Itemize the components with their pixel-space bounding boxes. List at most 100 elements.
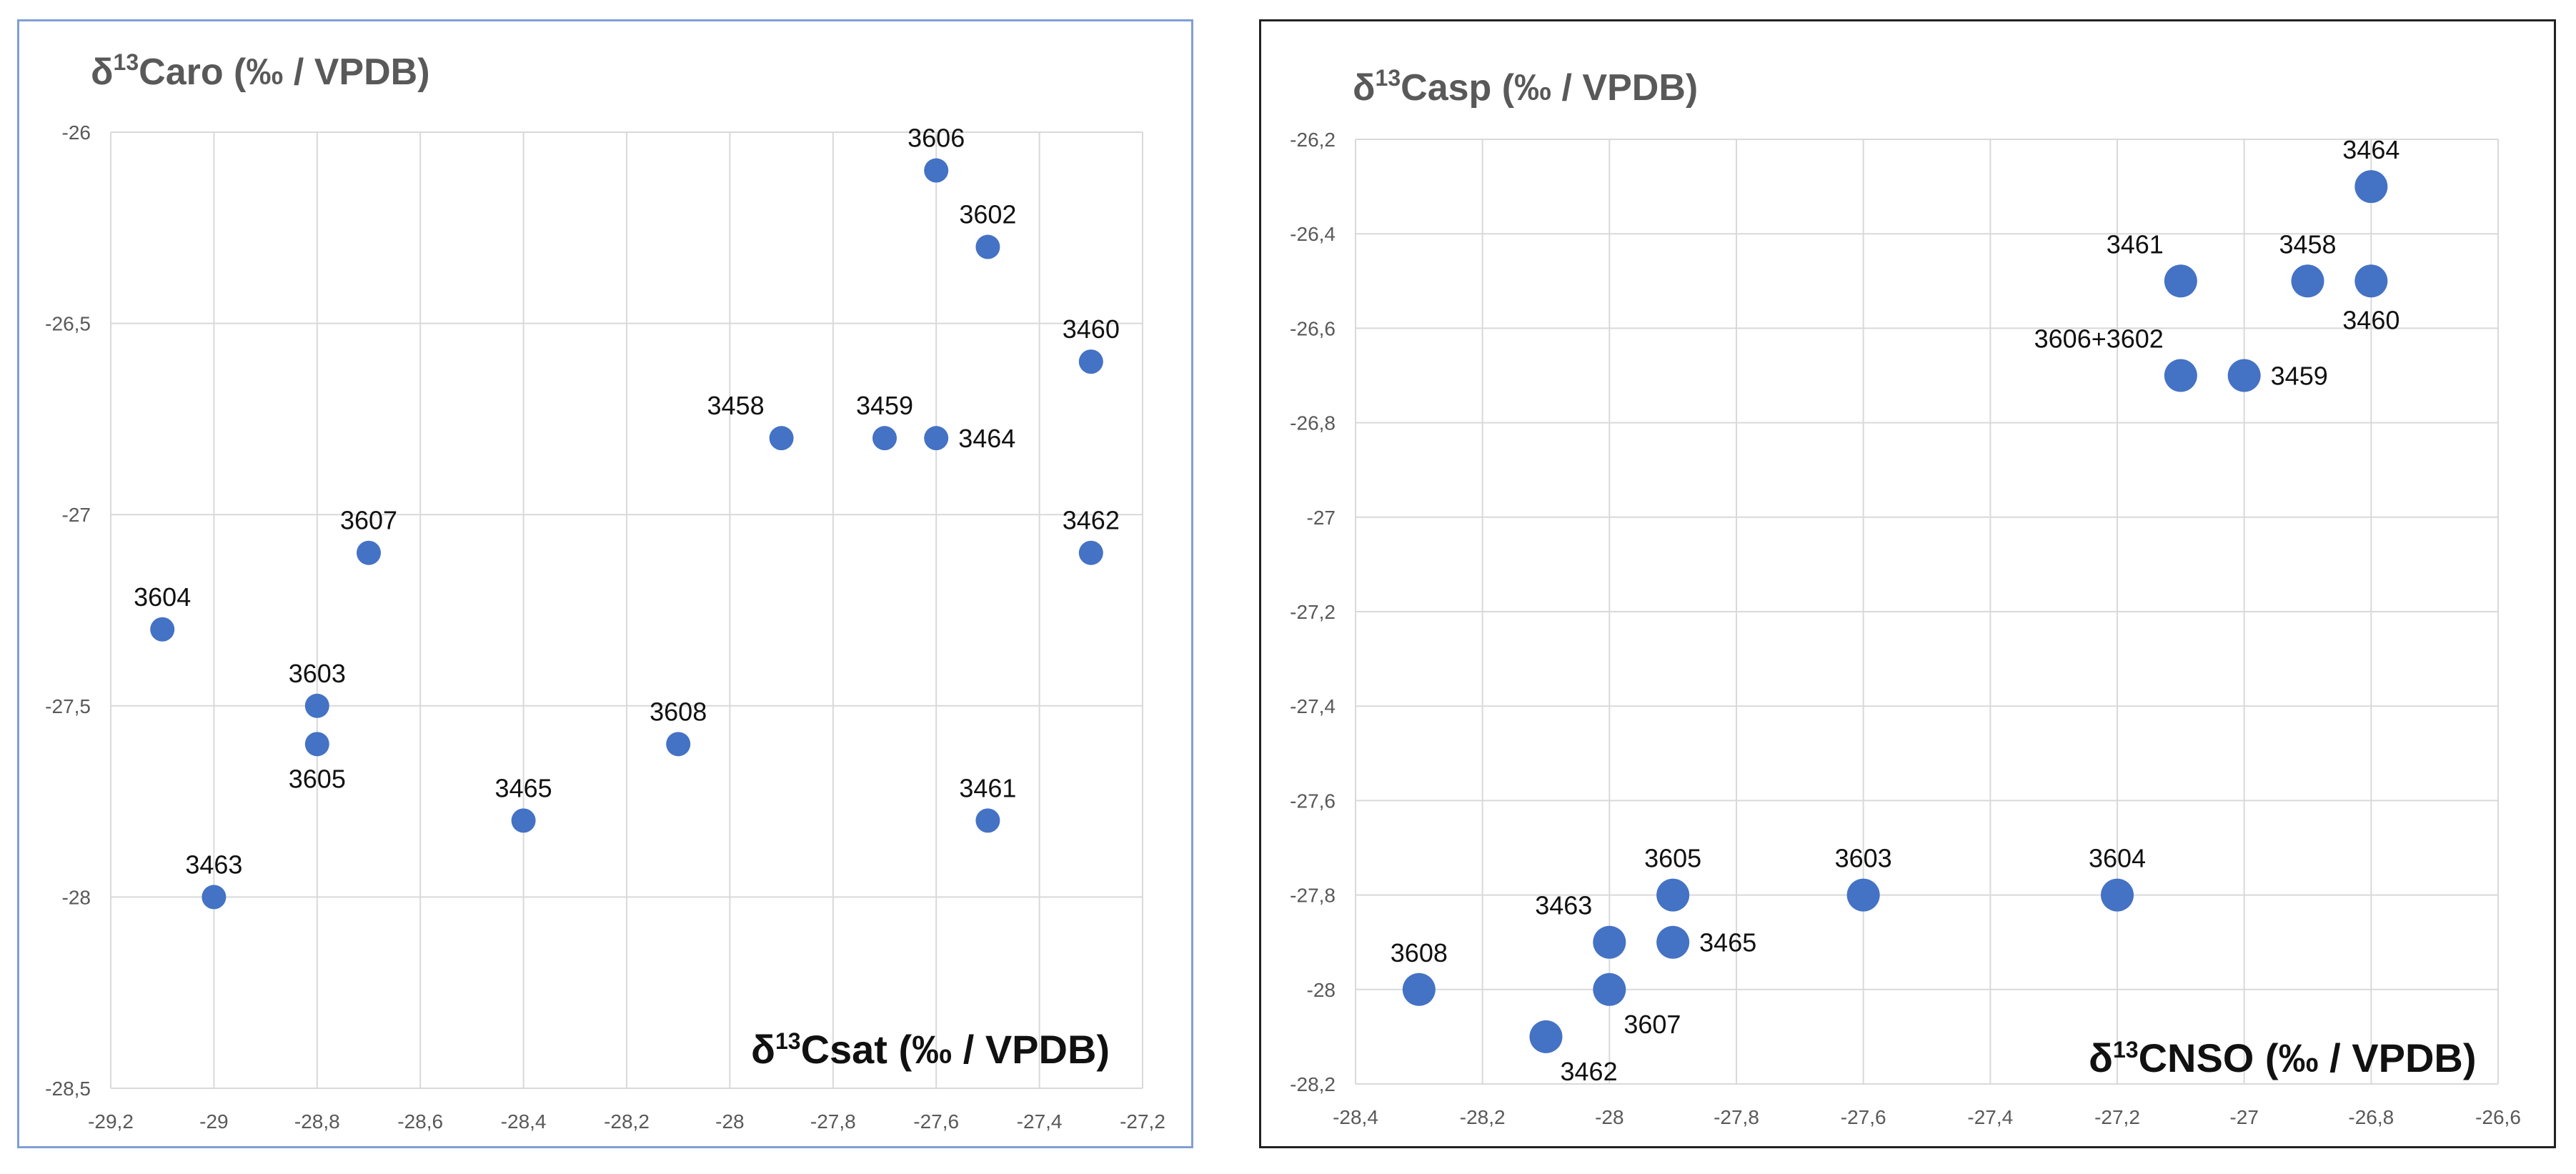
data-point bbox=[304, 693, 329, 718]
data-label: 3464 bbox=[2342, 135, 2400, 164]
data-label: 3604 bbox=[134, 582, 191, 612]
data-label: 3606 bbox=[907, 124, 965, 153]
y-tick-label: -26,8 bbox=[1290, 412, 1336, 434]
data-point bbox=[2291, 264, 2324, 298]
data-point bbox=[1078, 349, 1103, 374]
x-tick-label: -26,8 bbox=[2348, 1106, 2394, 1128]
data-point bbox=[2164, 264, 2197, 298]
x-tick-label: -28 bbox=[715, 1110, 744, 1133]
chart-panel-caro-vs-csat: -29,2 -29 -28,8 -28,6 -28,4 -28,2 -28 -27,8 -27,… bbox=[17, 19, 1193, 1148]
x-tick-label: -28,2 bbox=[604, 1110, 650, 1133]
data-point bbox=[924, 426, 949, 451]
data-label: 3605 bbox=[289, 764, 346, 793]
x-tick-label: -28,8 bbox=[294, 1110, 340, 1133]
data-label: 3608 bbox=[1391, 938, 1448, 967]
y-axis-title: δ13Caro (‰ / VPDB) bbox=[91, 49, 430, 93]
y-tick-label: -28 bbox=[62, 886, 91, 908]
y-tick-label: -27 bbox=[1307, 507, 1336, 529]
x-axis-title-delta: δ bbox=[2089, 1035, 2113, 1080]
data-point bbox=[872, 426, 897, 451]
x-tick-label: -27,8 bbox=[1714, 1106, 1759, 1128]
data-point bbox=[1593, 972, 1626, 1006]
data-label: 3458 bbox=[707, 391, 765, 420]
data-point bbox=[2354, 264, 2388, 298]
x-tick-label: -28,4 bbox=[501, 1110, 547, 1133]
data-label: 3459 bbox=[856, 391, 913, 420]
y-tick-label: -28,5 bbox=[45, 1078, 91, 1100]
data-label: 3461 bbox=[2107, 229, 2164, 259]
data-label: 3460 bbox=[2342, 305, 2400, 334]
data-label: 3608 bbox=[650, 697, 707, 726]
data-label: 3464 bbox=[958, 424, 1015, 453]
data-label: 3463 bbox=[185, 850, 242, 879]
data-point bbox=[2354, 170, 2388, 204]
y-tick-label: -27,4 bbox=[1290, 695, 1336, 717]
x-tick-label: -29 bbox=[199, 1110, 228, 1133]
data-point bbox=[1593, 925, 1626, 959]
data-point bbox=[1078, 540, 1103, 565]
data-point bbox=[150, 617, 175, 642]
data-point bbox=[1846, 878, 1880, 912]
x-axis-title-superscript: 13 bbox=[2113, 1037, 2139, 1063]
data-label: 3603 bbox=[1835, 844, 1892, 873]
data-point bbox=[975, 808, 1000, 833]
data-point bbox=[924, 158, 949, 183]
x-tick-label: -27,8 bbox=[810, 1110, 856, 1133]
x-axis-title-delta: δ bbox=[751, 1027, 775, 1072]
x-tick-label: -27,2 bbox=[1120, 1110, 1165, 1133]
data-label: 3462 bbox=[1561, 1057, 1618, 1086]
y-tick-label: -26,4 bbox=[1290, 223, 1336, 245]
data-label: 3463 bbox=[1535, 891, 1592, 920]
x-axis-title-superscript: 13 bbox=[775, 1028, 801, 1054]
y-axis-title-delta: δ bbox=[91, 51, 114, 93]
y-axis-title-superscript: 13 bbox=[114, 49, 139, 75]
x-tick-label: -27 bbox=[2229, 1106, 2258, 1128]
x-tick-label: -27,4 bbox=[1017, 1110, 1063, 1133]
data-label: 3606+3602 bbox=[2034, 324, 2164, 354]
x-tick-label: -27,6 bbox=[1841, 1106, 1886, 1128]
y-tick-label: -27,8 bbox=[1290, 885, 1336, 907]
x-tick-label: -29,2 bbox=[88, 1110, 134, 1133]
x-tick-label: -28,2 bbox=[1460, 1106, 1506, 1128]
x-axis-title: δ13Csat (‰ / VPDB) bbox=[751, 1027, 1110, 1072]
y-tick-label: -26 bbox=[62, 121, 91, 144]
y-tick-label: -27,2 bbox=[1290, 601, 1336, 623]
x-tick-label: -27,2 bbox=[2094, 1106, 2140, 1128]
x-tick-label: -28 bbox=[1595, 1106, 1623, 1128]
data-label: 3460 bbox=[1063, 314, 1120, 344]
x-tick-label: -26,6 bbox=[2475, 1106, 2521, 1128]
data-point bbox=[769, 426, 794, 451]
data-label: 3458 bbox=[2279, 229, 2336, 259]
data-point bbox=[2164, 359, 2197, 392]
y-axis-title-delta: δ bbox=[1353, 67, 1376, 109]
data-label: 3607 bbox=[1623, 1010, 1681, 1039]
y-tick-label: -27,6 bbox=[1290, 790, 1336, 812]
x-tick-label: -28,6 bbox=[397, 1110, 443, 1133]
y-axis-title: δ13Casp (‰ / VPDB) bbox=[1353, 65, 1698, 109]
data-point bbox=[2227, 359, 2261, 392]
y-axis-title-text: Caro (‰ / VPDB) bbox=[139, 51, 429, 93]
x-axis-title-text: Csat (‰ / VPDB) bbox=[801, 1027, 1110, 1072]
y-tick-label: -27 bbox=[62, 504, 91, 526]
data-label: 3462 bbox=[1063, 506, 1120, 535]
chart-panel-casp-vs-cnso: -28,4 -28,2 -28 -27,8 -27,6 -27,4 -27,2 -27 -26,… bbox=[1259, 19, 2556, 1148]
data-label: 3602 bbox=[959, 200, 1016, 229]
scatter-chart-casp-vs-cnso: -28,4 -28,2 -28 -27,8 -27,6 -27,4 -27,2 -27 -26,… bbox=[1290, 65, 2521, 1128]
data-label: 3603 bbox=[289, 659, 346, 688]
scatter-chart-caro-vs-csat: -29,2 -29 -28,8 -28,6 -28,4 -28,2 -28 -27,8 -27,… bbox=[45, 49, 1165, 1133]
y-tick-label: -28 bbox=[1307, 979, 1336, 1001]
y-axis-title-superscript: 13 bbox=[1376, 65, 1401, 91]
x-tick-label: -27,6 bbox=[913, 1110, 959, 1133]
data-point bbox=[1529, 1020, 1563, 1053]
data-label: 3461 bbox=[959, 773, 1016, 802]
data-label: 3465 bbox=[495, 773, 552, 802]
x-axis-title: δ13CNSO (‰ / VPDB) bbox=[2089, 1035, 2476, 1080]
x-tick-label: -28,4 bbox=[1333, 1106, 1378, 1128]
data-point bbox=[975, 234, 1000, 259]
y-tick-label: -26,2 bbox=[1290, 129, 1336, 151]
data-point bbox=[1656, 878, 1690, 912]
x-tick-label: -27,4 bbox=[1967, 1106, 2013, 1128]
data-label: 3604 bbox=[2089, 844, 2146, 873]
data-point bbox=[666, 732, 691, 757]
data-point bbox=[304, 732, 329, 757]
